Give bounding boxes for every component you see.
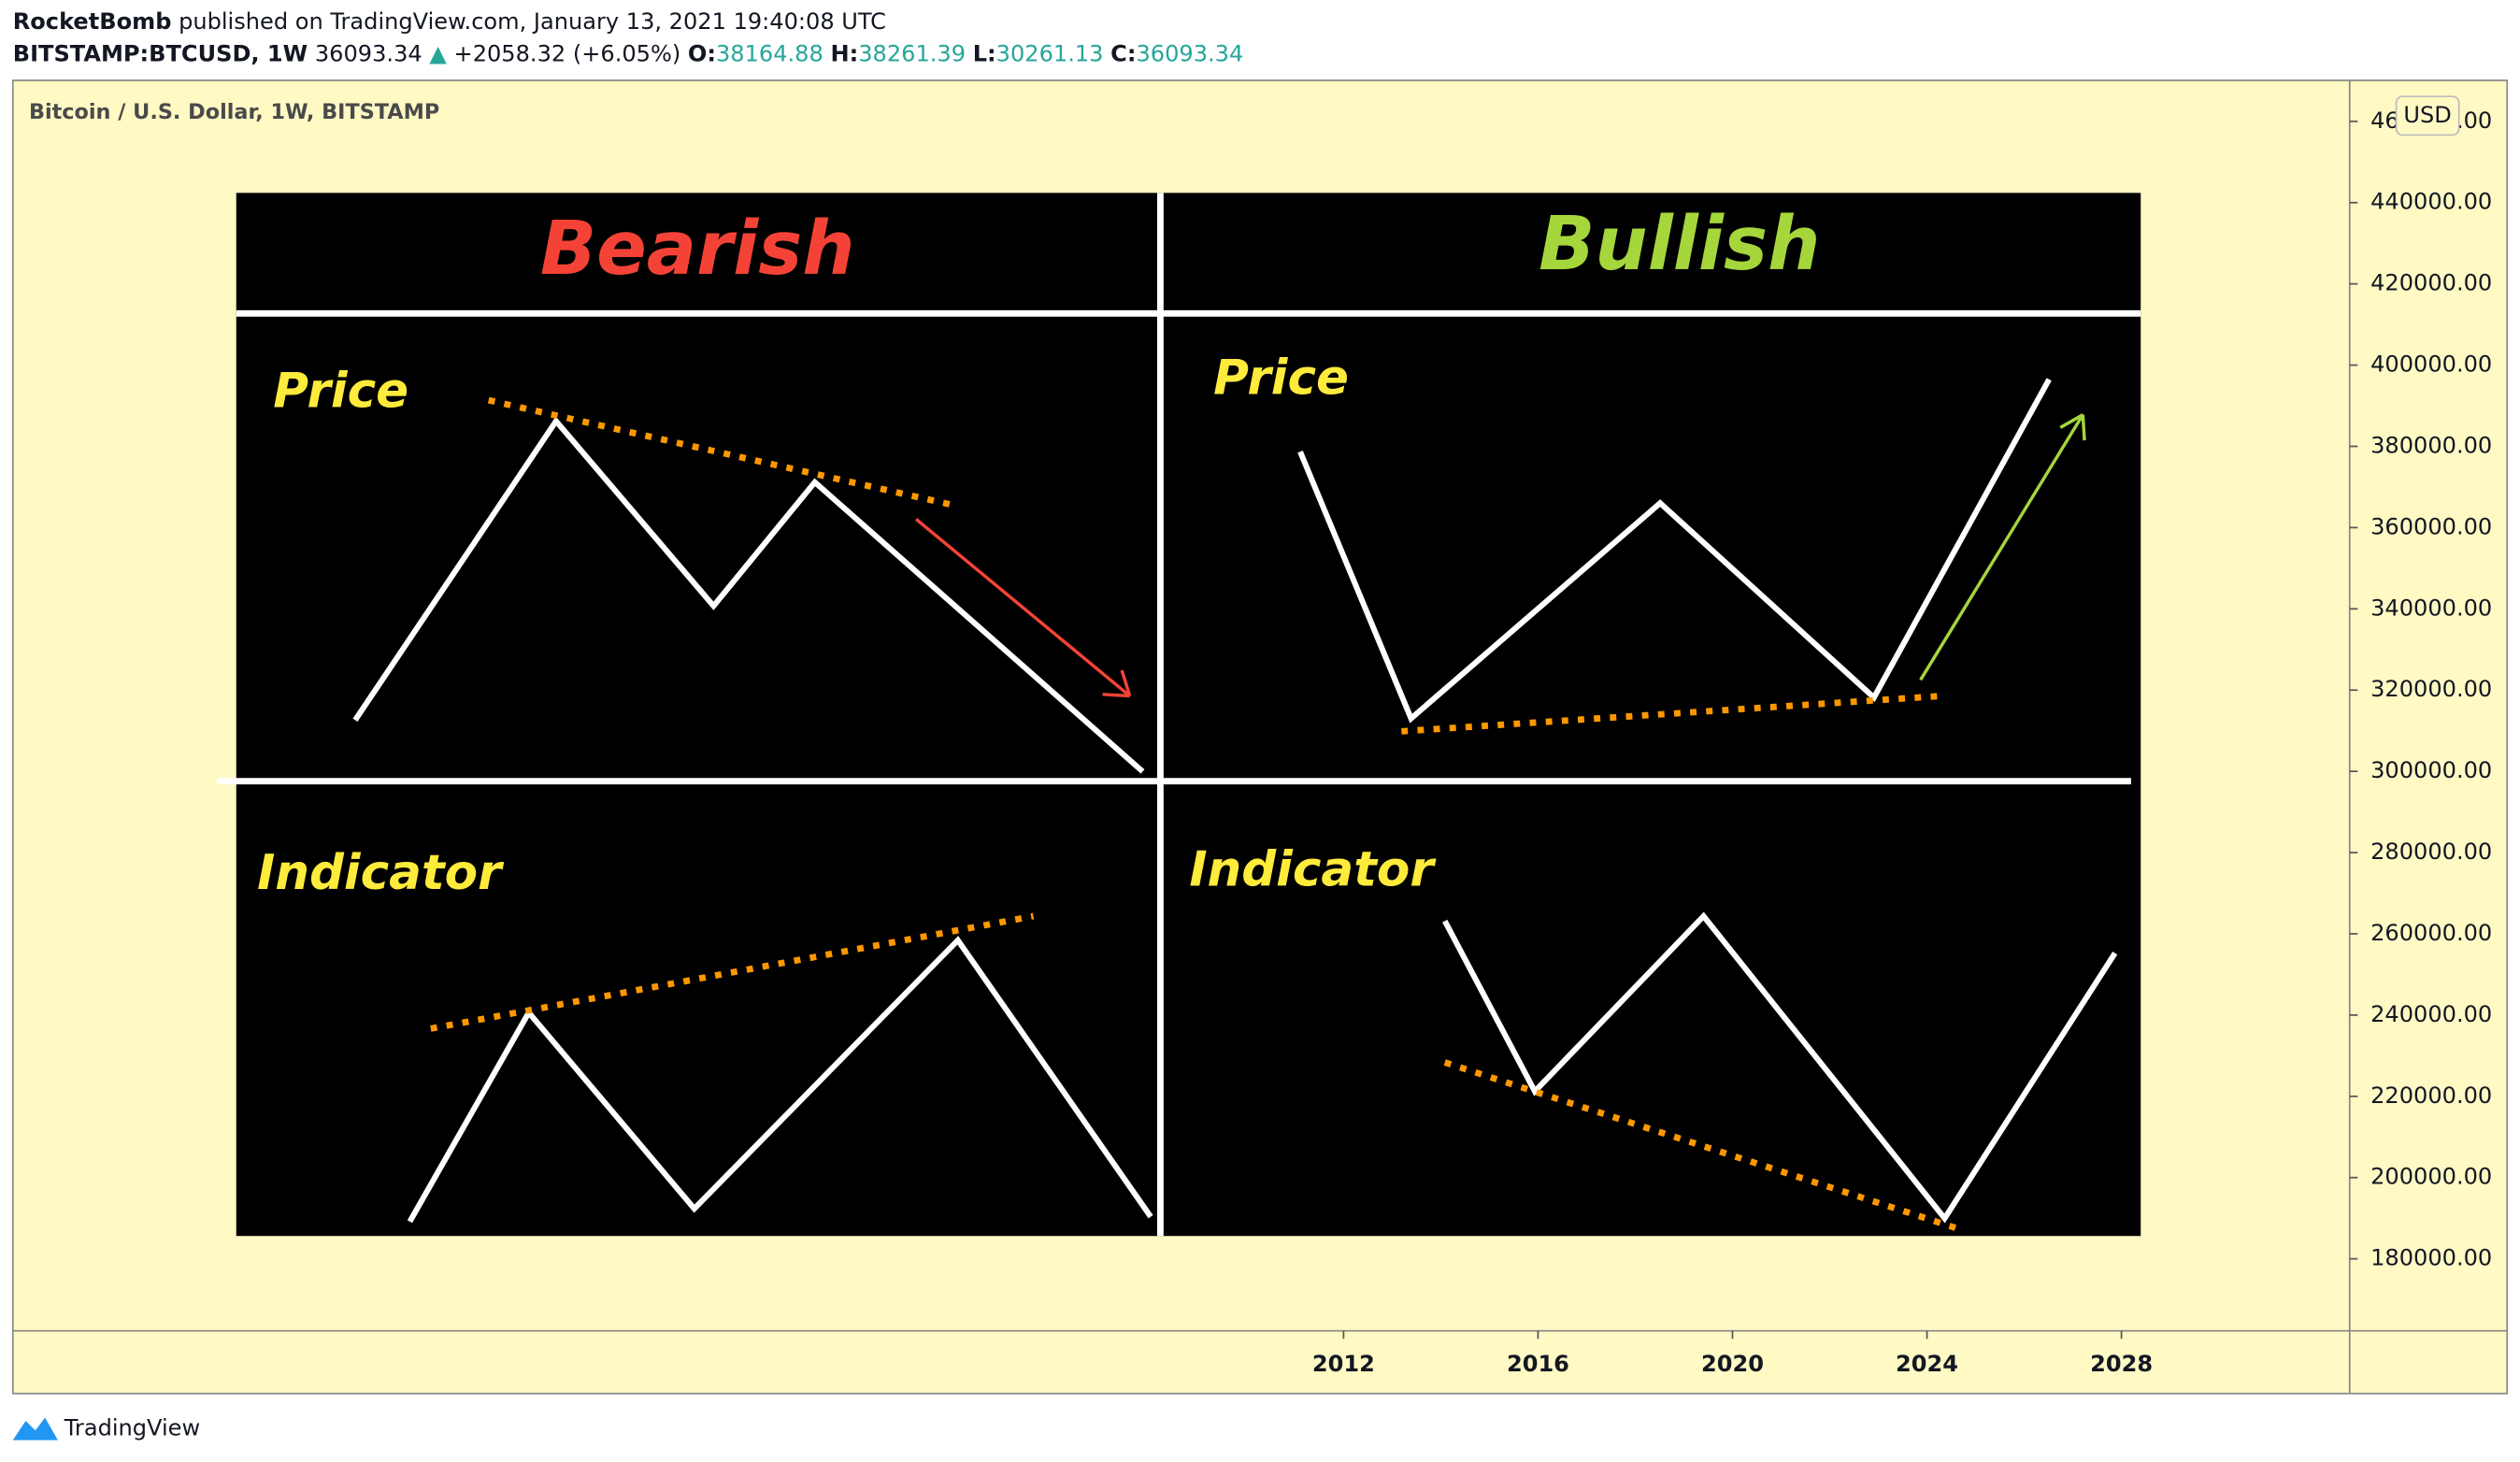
- grid-lines: [217, 193, 2141, 1237]
- brand: TradingView: [64, 1415, 200, 1441]
- close: 36093.34: [1136, 40, 1243, 66]
- open-label: O:: [688, 40, 716, 66]
- symbol: BITSTAMP:BTCUSD, 1W: [13, 40, 308, 66]
- published: published on TradingView.com, January 13…: [179, 8, 886, 35]
- change: +2058.32 (+6.05%): [454, 40, 681, 66]
- change-arrow: ▲: [429, 40, 447, 66]
- price-label: 400000.00: [2370, 351, 2492, 378]
- ticker-line: BITSTAMP:BTCUSD, 1W 36093.34 ▲ +2058.32 …: [13, 40, 1244, 66]
- low: 30261.13: [996, 40, 1104, 66]
- label: Price: [1213, 351, 1349, 407]
- trend-lines: [430, 396, 1962, 1233]
- price-label: 440000.00: [2370, 189, 2492, 215]
- time-label: 2024: [1896, 1351, 1958, 1377]
- price-label: 240000.00: [2370, 1001, 2492, 1027]
- time-label: 2028: [2090, 1351, 2153, 1377]
- time-label: 2020: [1701, 1351, 1764, 1377]
- low-label: L:: [973, 40, 996, 66]
- price-label: 380000.00: [2370, 432, 2492, 458]
- price-label: 320000.00: [2370, 676, 2492, 702]
- price-label: 300000.00: [2370, 757, 2492, 783]
- tradingview-logo[interactable]: TradingView: [12, 1415, 200, 1441]
- last: 36093.34: [315, 40, 422, 66]
- price-label: 260000.00: [2370, 920, 2492, 946]
- price-axis[interactable]: 460000.00440000.00420000.00400000.003800…: [2349, 108, 2492, 1271]
- high-label: H:: [830, 40, 858, 66]
- arrows: [914, 413, 2086, 698]
- price-label: 340000.00: [2370, 595, 2492, 621]
- author[interactable]: RocketBomb: [13, 8, 172, 35]
- time-label: 2016: [1507, 1351, 1569, 1377]
- legend[interactable]: Bitcoin / U.S. Dollar, 1W, BITSTAMP: [29, 100, 439, 124]
- price-label: 200000.00: [2370, 1164, 2492, 1190]
- label: Indicator: [257, 845, 505, 901]
- bearish-title: Bearish: [540, 206, 855, 292]
- high: 38261.39: [858, 40, 966, 66]
- open: 38164.88: [716, 40, 823, 66]
- drawings: [352, 378, 2118, 1224]
- header-line: RocketBomb published on TradingView.com,…: [13, 8, 886, 35]
- price-label: 280000.00: [2370, 838, 2492, 865]
- price-label: 220000.00: [2370, 1082, 2492, 1109]
- bullish-title: Bullish: [1539, 201, 1820, 287]
- label: Price: [273, 363, 408, 419]
- time-label: 2012: [1312, 1351, 1375, 1377]
- price-label: 360000.00: [2370, 513, 2492, 539]
- currency: USD: [2403, 102, 2451, 128]
- time-axis[interactable]: 2012 2016 2020 2024 2028: [1312, 1330, 2153, 1377]
- label: Indicator: [1189, 842, 1437, 898]
- price-label: 180000.00: [2370, 1245, 2492, 1271]
- diagram-board: [236, 193, 2141, 1237]
- price-label: 420000.00: [2370, 270, 2492, 296]
- currency-button[interactable]: [2395, 95, 2460, 136]
- close-label: C:: [1110, 40, 1136, 66]
